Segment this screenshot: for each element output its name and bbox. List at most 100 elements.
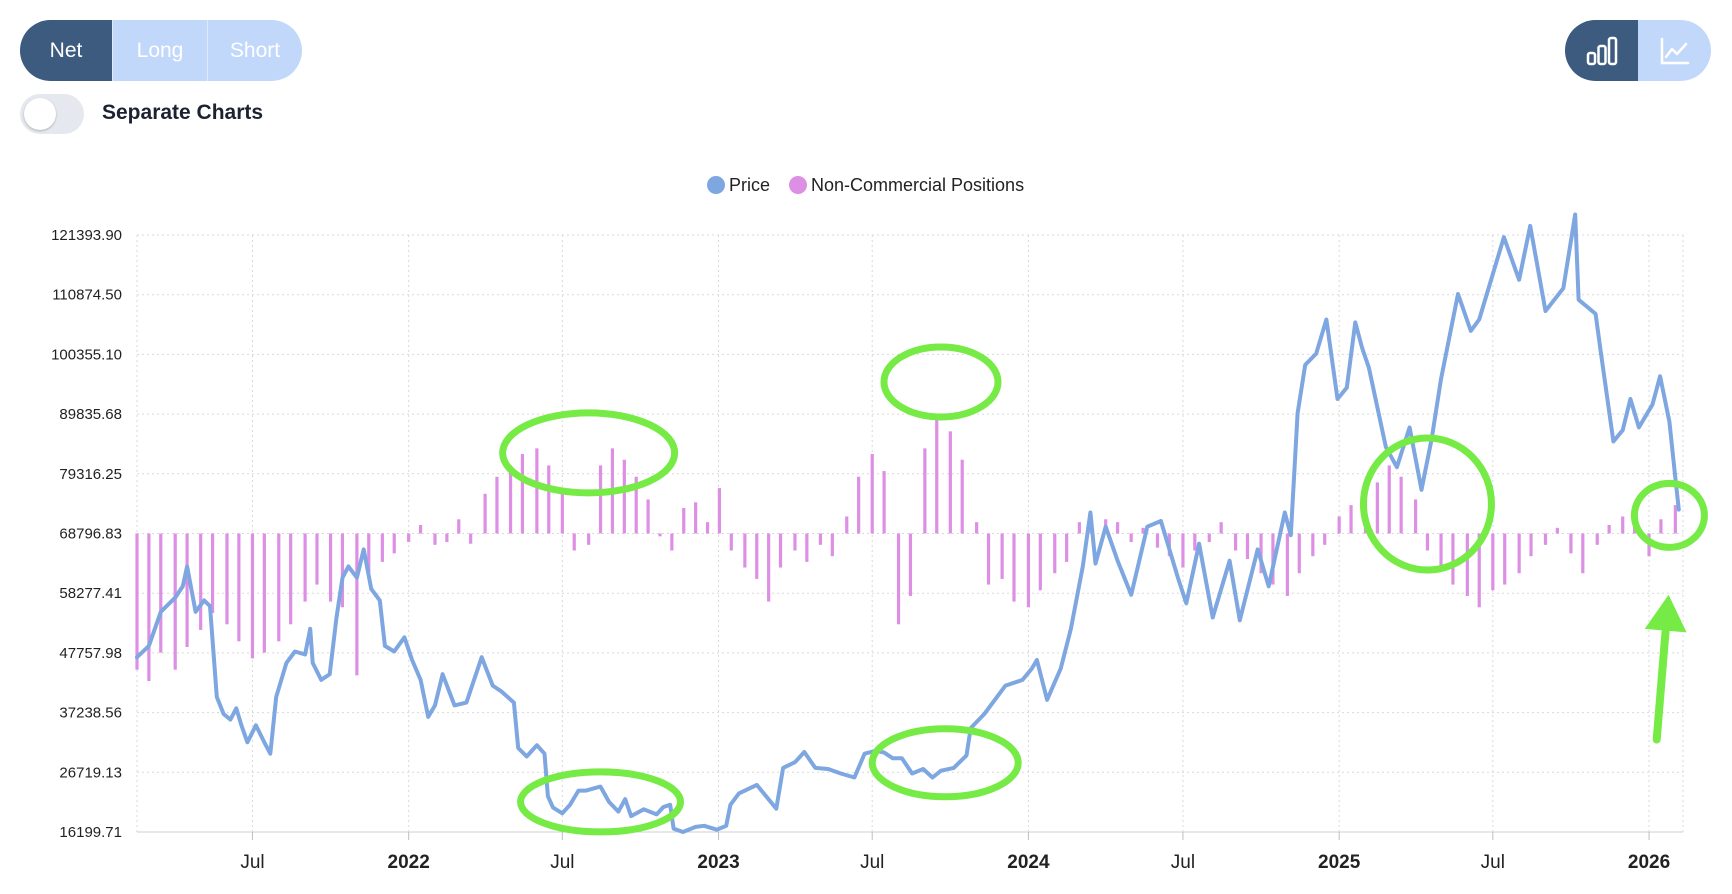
position-bar [572, 533, 576, 551]
position-bar [908, 533, 913, 596]
tab-short[interactable]: Short [207, 20, 302, 81]
position-bar [694, 502, 698, 534]
position-bar [520, 454, 525, 534]
position-bar [277, 533, 281, 642]
legend-price-swatch [707, 176, 725, 194]
price-line-layer [135, 212, 1681, 834]
y-tick-label: 79316.25 [59, 466, 122, 483]
separate-charts-toggle[interactable] [20, 94, 84, 134]
position-bar [469, 533, 473, 544]
position-bar [1621, 516, 1625, 534]
position-bar [778, 533, 783, 568]
x-tick-label: 2022 [388, 852, 430, 873]
position-bar [418, 524, 423, 534]
position-bar [1077, 522, 1081, 534]
position-bar [646, 499, 650, 534]
position-bar [870, 454, 874, 534]
position-bar [1517, 533, 1521, 574]
position-bar [1115, 522, 1120, 534]
position-bar [1193, 533, 1197, 551]
position-bar [729, 533, 733, 551]
chart-view-switch [1565, 20, 1711, 81]
position-bar [845, 516, 849, 534]
highlight-ellipse [1630, 479, 1708, 551]
highlight-arrow-head [1644, 594, 1687, 633]
position-bar [682, 507, 686, 534]
position-bar [793, 533, 797, 551]
position-bar [1465, 533, 1469, 596]
position-bar [634, 476, 638, 534]
tab-long[interactable]: Long [112, 20, 207, 81]
position-bar [1413, 499, 1418, 534]
position-bar [1349, 505, 1353, 534]
position-bar [262, 533, 266, 653]
position-bar [587, 533, 591, 545]
position-bar [185, 533, 189, 648]
position-bar [457, 519, 461, 534]
position-bar [237, 533, 241, 642]
position-bar [1375, 482, 1379, 534]
position-bar [135, 533, 139, 670]
x-tick-label: 2025 [1318, 852, 1361, 873]
position-bar [1000, 533, 1004, 579]
x-tick-label: Jul [860, 852, 884, 873]
position-bar [1659, 519, 1663, 534]
position-bar [1451, 533, 1455, 585]
position-bar [1569, 533, 1573, 554]
position-bar [1038, 533, 1042, 591]
position-bar [1503, 533, 1507, 585]
position-bar [147, 533, 151, 682]
position-bar [986, 533, 991, 585]
position-bar [303, 533, 307, 602]
x-tick-label: Jul [550, 852, 574, 873]
position-bar [948, 431, 952, 534]
legend-price-label[interactable]: Price [729, 175, 770, 195]
position-bar [367, 533, 371, 574]
position-bar [508, 465, 513, 534]
x-tick-label: 2026 [1628, 852, 1670, 873]
legend-positions-label[interactable]: Non-Commercial Positions [811, 175, 1024, 195]
x-tick-label: Jul [1481, 852, 1505, 873]
position-bar [923, 448, 927, 534]
position-bar [407, 533, 411, 543]
position-bar [433, 533, 437, 545]
position-bar [1399, 476, 1403, 534]
y-tick-label: 89835.68 [59, 406, 122, 423]
x-axis: Jul 2022 Jul 2023 Jul 2024 Jul 2025 Jul 2026 [240, 832, 1670, 873]
position-bar [767, 533, 771, 602]
highlight-ellipse [868, 725, 1022, 801]
y-axis: 121393.90 110874.50 100355.10 89835.68 79316… [51, 227, 122, 841]
position-bar [658, 533, 662, 537]
y-tick-label: 58277.41 [59, 585, 122, 602]
y-tick-label: 16199.71 [59, 824, 122, 841]
position-bar [210, 533, 215, 613]
line-view-button[interactable] [1638, 20, 1711, 81]
position-bar [1529, 533, 1533, 557]
position-bar [1673, 505, 1677, 534]
position-bar [495, 476, 499, 534]
position-bar [1425, 533, 1430, 551]
position-bar [340, 533, 345, 608]
bar-view-button[interactable] [1565, 20, 1638, 81]
x-tick-label: 2024 [1007, 852, 1050, 873]
position-bar [159, 533, 163, 653]
position-bar [1297, 533, 1301, 574]
position-bar [1311, 533, 1315, 557]
position-bar [1233, 533, 1238, 551]
x-tick-label: Jul [240, 852, 264, 873]
position-bar [1595, 533, 1599, 545]
position-bar [483, 493, 487, 534]
position-bar [805, 533, 809, 562]
position-bar [1439, 533, 1443, 568]
position-bar [622, 459, 626, 534]
highlight-ellipse [517, 768, 685, 836]
position-bar [1181, 533, 1185, 568]
position-bar [705, 522, 710, 534]
position-bar [355, 533, 359, 676]
tab-net[interactable]: Net [20, 20, 112, 81]
position-bar [598, 465, 603, 534]
position-bar [975, 522, 979, 534]
position-bar [935, 414, 939, 534]
position-bar [1129, 533, 1133, 543]
